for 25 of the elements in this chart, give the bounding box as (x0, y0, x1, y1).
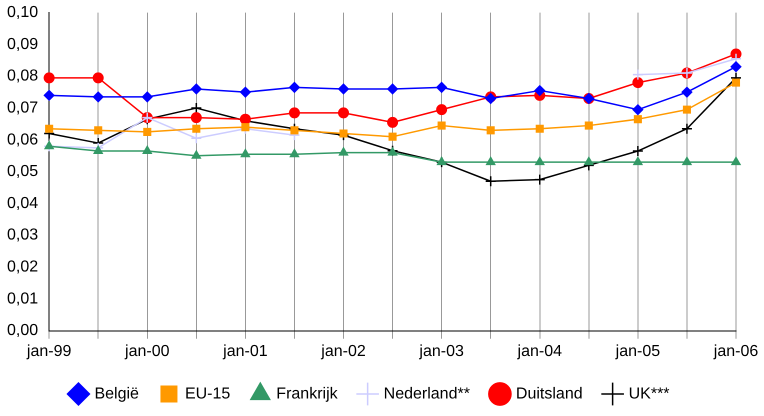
x-tick-label: jan-00 (124, 342, 170, 360)
x-tick-label: jan-04 (516, 342, 562, 360)
legend-label: EU-15 (184, 385, 230, 402)
x-tick-label: jan-06 (712, 342, 758, 360)
legend-label: België (94, 385, 140, 402)
legend-label: UK*** (628, 385, 670, 402)
x-tick-label: jan-05 (614, 342, 660, 360)
y-tick-label: 0,03 (7, 226, 38, 244)
x-tick-label: jan-01 (222, 342, 268, 360)
legend-label: Nederland** (384, 385, 470, 402)
y-tick-label: 0,05 (7, 163, 38, 180)
x-tick-label: jan-03 (418, 342, 464, 360)
legend-label: Duitsland (516, 385, 583, 402)
y-tick-label: 0,07 (7, 99, 38, 116)
y-tick-label: 0,06 (7, 131, 38, 148)
y-tick-label: 0,02 (7, 258, 38, 276)
x-tick-label: jan-02 (320, 342, 366, 360)
y-tick-label: 0,09 (7, 36, 38, 53)
y-tick-label: 0,10 (7, 4, 38, 22)
y-tick-label: 0,00 (7, 322, 38, 340)
x-tick-label: jan-99 (26, 342, 72, 360)
y-tick-label: 0,01 (7, 290, 38, 308)
legend-label: Frankrijk (276, 385, 339, 402)
y-tick-label: 0,08 (7, 68, 38, 85)
y-tick-label: 0,04 (7, 194, 38, 212)
